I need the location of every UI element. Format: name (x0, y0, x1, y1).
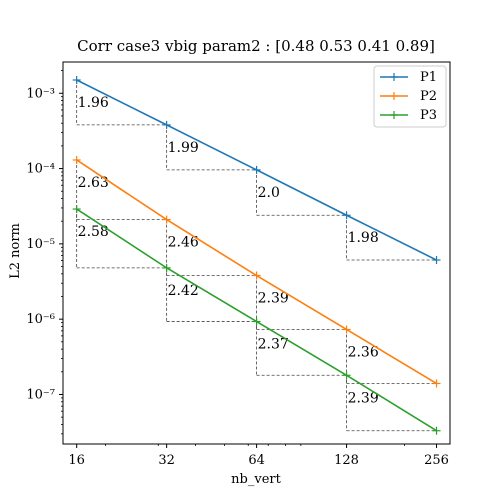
data-point (342, 211, 351, 220)
chart-title: Corr case3 vbig param2 : [0.48 0.53 0.41… (77, 37, 435, 55)
legend-entry-P3: P3 (380, 108, 437, 123)
data-point (72, 155, 81, 164)
legend-label: P1 (420, 70, 437, 85)
x-tick-label: 32 (158, 453, 175, 468)
x-tick-label: 64 (248, 453, 265, 468)
legend-label: P2 (420, 89, 437, 104)
data-point (432, 256, 441, 265)
rate-label: 2.37 (258, 337, 289, 353)
rate-label: 2.39 (258, 291, 289, 307)
data-point (432, 379, 441, 388)
x-tick-label: 256 (424, 453, 449, 468)
legend: P1 P2 P3 (373, 65, 447, 128)
rate-label: 2.0 (258, 185, 280, 201)
data-point (342, 371, 351, 380)
legend-entry-P2: P2 (380, 89, 437, 104)
data-point (162, 120, 171, 129)
legend-label: P3 (420, 108, 437, 123)
rate-label: 1.99 (168, 140, 199, 156)
legend-entry-P1: P1 (380, 70, 437, 85)
rate-label: 2.39 (348, 390, 379, 406)
x-tick-label: 128 (334, 453, 359, 468)
y-tick-label: 10⁻⁴ (26, 162, 55, 177)
data-point (252, 271, 261, 280)
y-axis-label: L2 norm (8, 223, 23, 279)
data-point (162, 263, 171, 272)
data-point (342, 325, 351, 334)
plot-area: 1.96 1.99 2.0 1.98 2.63 2.46 2.39 2.36 2.58 2.42 2… (26, 61, 451, 468)
data-point (432, 426, 441, 435)
y-tick-label: 10⁻⁶ (26, 312, 55, 327)
data-point (252, 317, 261, 326)
rate-label: 1.98 (348, 230, 379, 246)
data-point (72, 75, 81, 84)
rate-label: 1.96 (78, 95, 109, 111)
y-tick-label: 10⁻⁵ (26, 237, 55, 252)
y-tick-label: 10⁻³ (26, 86, 55, 101)
rate-label: 2.36 (348, 344, 379, 360)
rate-label: 2.42 (168, 283, 199, 299)
rate-label: 2.46 (168, 235, 199, 251)
legend-box (373, 65, 447, 128)
rate-label: 2.63 (78, 175, 109, 191)
x-tick-label: 16 (68, 453, 85, 468)
data-point (252, 165, 261, 174)
y-tick-label: 10⁻⁷ (26, 387, 55, 402)
rate-label: 2.58 (78, 224, 109, 240)
data-point (72, 205, 81, 214)
x-axis-label: nb_vert (231, 472, 281, 487)
data-point (162, 215, 171, 224)
